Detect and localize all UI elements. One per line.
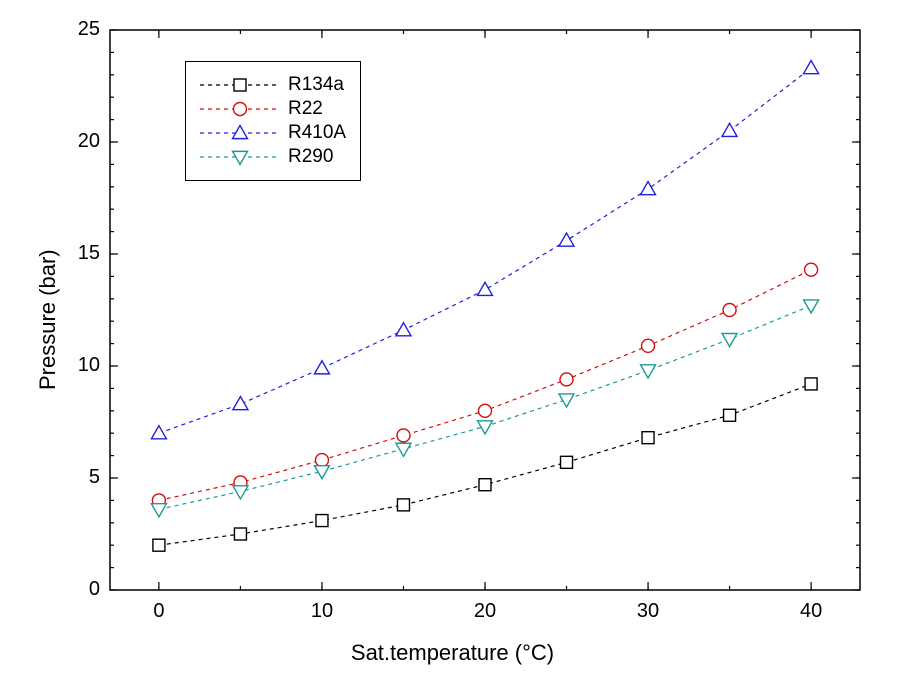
legend-symbol [200,147,280,167]
y-tick-label: 10 [78,354,100,377]
legend-label: R134a [288,74,344,96]
data-point-r22 [479,404,492,417]
data-point-r410a [641,182,656,195]
data-point-r22 [560,373,573,386]
data-point-r410a [233,397,248,410]
y-tick-label: 25 [78,18,100,41]
plot-area [0,0,905,689]
legend-item-r134a: R134a [200,74,346,96]
data-point-r290 [722,333,737,346]
x-tick-label: 30 [636,600,660,623]
data-point-r22 [397,429,410,442]
legend-item-r410a: R410A [200,122,346,144]
pressure-vs-sat-temperature-chart: Pressure (bar) Sat.temperature (°C) 0102… [0,0,905,689]
data-point-r134a [397,499,409,511]
data-point-r134a [479,479,491,491]
legend-label: R290 [288,146,333,168]
legend-symbol [200,123,280,143]
data-point-r290 [396,443,411,456]
y-tick-label: 20 [78,130,100,153]
legend-label: R22 [288,98,323,120]
data-point-r134a [234,528,246,540]
data-point-r290 [559,394,574,407]
data-point-r22 [805,263,818,276]
data-point-r134a [561,456,573,468]
data-point-r410a [151,426,166,439]
legend-item-r22: R22 [200,98,346,120]
data-point-r410a [559,233,574,246]
data-point-r410a [396,323,411,336]
data-point-r290 [151,504,166,517]
data-point-r290 [233,486,248,499]
y-tick-label: 15 [78,242,100,265]
data-point-r22 [315,454,328,467]
data-point-r410a [314,361,329,374]
data-point-r134a [724,409,736,421]
y-tick-label: 5 [89,466,100,489]
data-point-r410a [804,61,819,74]
legend-symbol [200,75,280,95]
data-point-r22 [723,304,736,317]
data-point-r22 [642,339,655,352]
data-point-r134a [316,515,328,527]
x-tick-label: 0 [147,600,171,623]
data-point-r134a [153,539,165,551]
legend-symbol [200,99,280,119]
data-point-r410a [478,282,493,295]
data-point-r290 [641,365,656,378]
data-point-r134a [642,432,654,444]
data-point-r410a [722,123,737,136]
data-point-r134a [805,378,817,390]
legend-label: R410A [288,122,346,144]
x-tick-label: 10 [310,600,334,623]
data-point-r290 [804,300,819,313]
x-tick-label: 40 [799,600,823,623]
legend: R134aR22R410AR290 [185,61,361,181]
legend-item-r290: R290 [200,146,346,168]
y-tick-label: 0 [89,578,100,601]
x-tick-label: 20 [473,600,497,623]
